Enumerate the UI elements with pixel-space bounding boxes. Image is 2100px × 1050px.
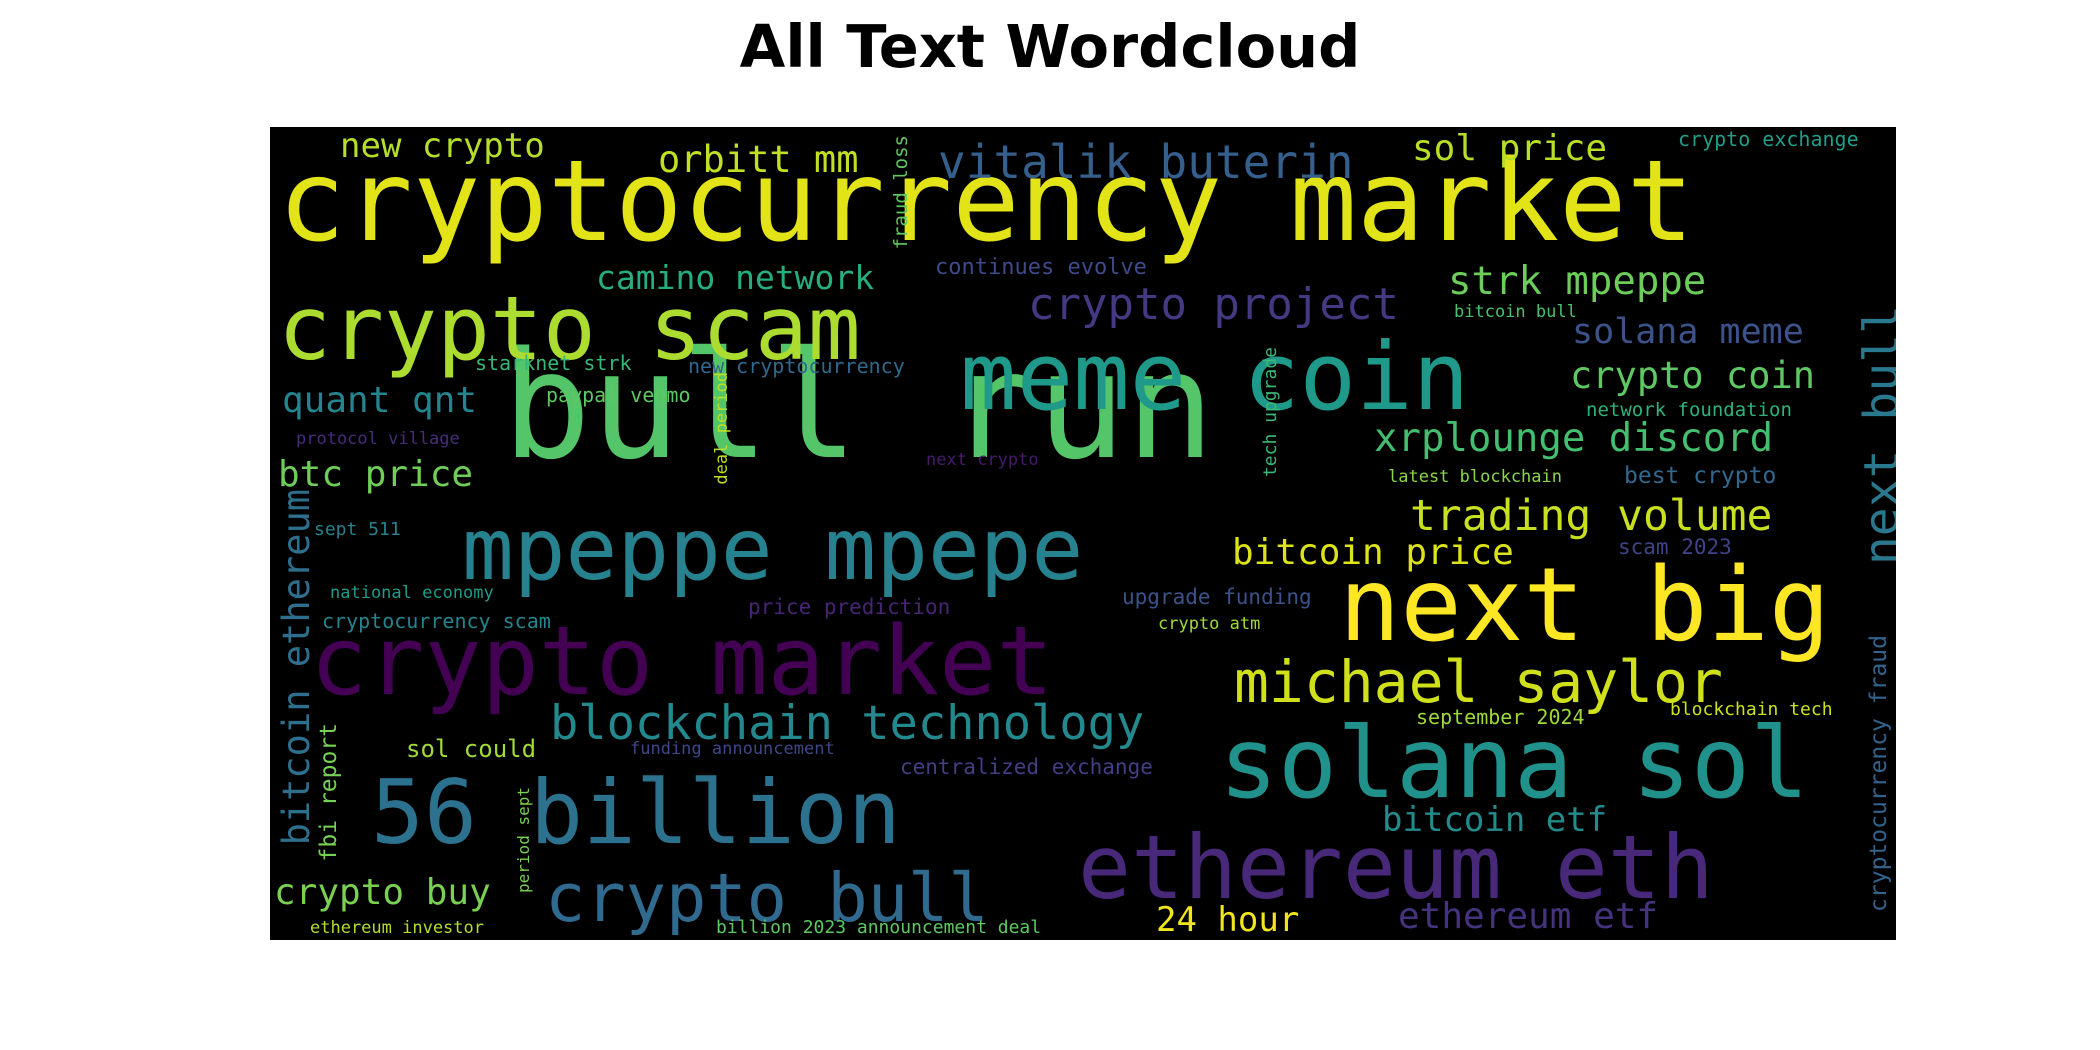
word: fraud loss	[890, 135, 912, 250]
word: new crypto	[340, 127, 545, 166]
word: cryptocurrency scam	[322, 609, 551, 633]
word: crypto project	[1028, 279, 1399, 330]
word: september 2024	[1416, 705, 1585, 729]
word: quant qnt	[282, 380, 478, 421]
word: btc price	[278, 454, 474, 495]
word: ethereum etf	[1398, 896, 1659, 937]
word: crypto coin	[1570, 354, 1816, 397]
word: new cryptocurrency	[688, 354, 905, 378]
word: national economy	[330, 583, 494, 603]
word: orbitt mm	[658, 138, 859, 181]
word: scam 2023	[1618, 535, 1732, 559]
word: xrplounge discord	[1374, 416, 1774, 461]
word: next big	[1339, 546, 1831, 665]
word: sol could	[406, 735, 537, 763]
word: crypto market	[310, 607, 1054, 717]
word: next bull	[1854, 305, 1896, 566]
word: sol price	[1412, 128, 1608, 169]
word: centralized exchange	[900, 755, 1153, 779]
word: best crypto	[1624, 463, 1777, 489]
word: strk mpeppe	[1448, 259, 1707, 304]
word: deal period	[712, 372, 732, 485]
word: trading volume	[1410, 491, 1773, 541]
word: michael saylor	[1234, 648, 1723, 716]
word: camino network	[596, 258, 875, 297]
word: crypto bull	[545, 859, 989, 937]
word: meme coin	[960, 323, 1470, 432]
chart-title: All Text Wordcloud	[739, 12, 1361, 81]
word: billion 2023 announcement deal	[716, 917, 1042, 938]
word: sept 511	[314, 519, 401, 540]
word: fbi report	[316, 723, 342, 862]
word: ethereum investor	[310, 918, 484, 938]
word: paypal venmo	[546, 383, 691, 407]
word: cryptocurrency fraud	[1866, 635, 1892, 912]
word: vitalik buterin	[938, 135, 1354, 189]
word: starknet strk	[475, 351, 632, 375]
word: price prediction	[748, 595, 951, 619]
wordcloud: cryptocurrency market bull run crypto sc…	[270, 127, 1896, 940]
word: crypto buy	[274, 872, 491, 913]
word: bitcoin ethereum	[275, 489, 318, 846]
word: solana meme	[1572, 312, 1804, 352]
word: solana sol	[1219, 707, 1810, 821]
word: protocol village	[296, 429, 460, 449]
word: mpeppe mpepe	[462, 500, 1084, 600]
word: crypto exchange	[1678, 127, 1859, 151]
word: upgrade funding	[1122, 585, 1312, 609]
word: next crypto	[926, 450, 1039, 470]
word: tech upgrade	[1260, 347, 1281, 478]
word: 24 hour	[1156, 900, 1300, 940]
word: funding announcement	[630, 739, 835, 759]
word: bitcoin price	[1232, 532, 1514, 573]
word: period sept	[514, 787, 533, 893]
word: continues evolve	[935, 255, 1147, 280]
word: bitcoin bull	[1454, 302, 1577, 322]
word: bull run	[502, 320, 1215, 492]
word: latest blockchain	[1388, 467, 1562, 487]
word: blockchain technology	[550, 696, 1145, 751]
word: cryptocurrency market	[278, 137, 1695, 267]
word: crypto atm	[1158, 614, 1261, 634]
word: ethereum eth	[1078, 816, 1714, 919]
word: bitcoin etf	[1382, 800, 1608, 840]
word: blockchain tech	[1670, 699, 1833, 720]
word: crypto scam	[278, 277, 861, 380]
word: 56 billion	[371, 761, 901, 864]
word: network foundation	[1586, 399, 1792, 421]
